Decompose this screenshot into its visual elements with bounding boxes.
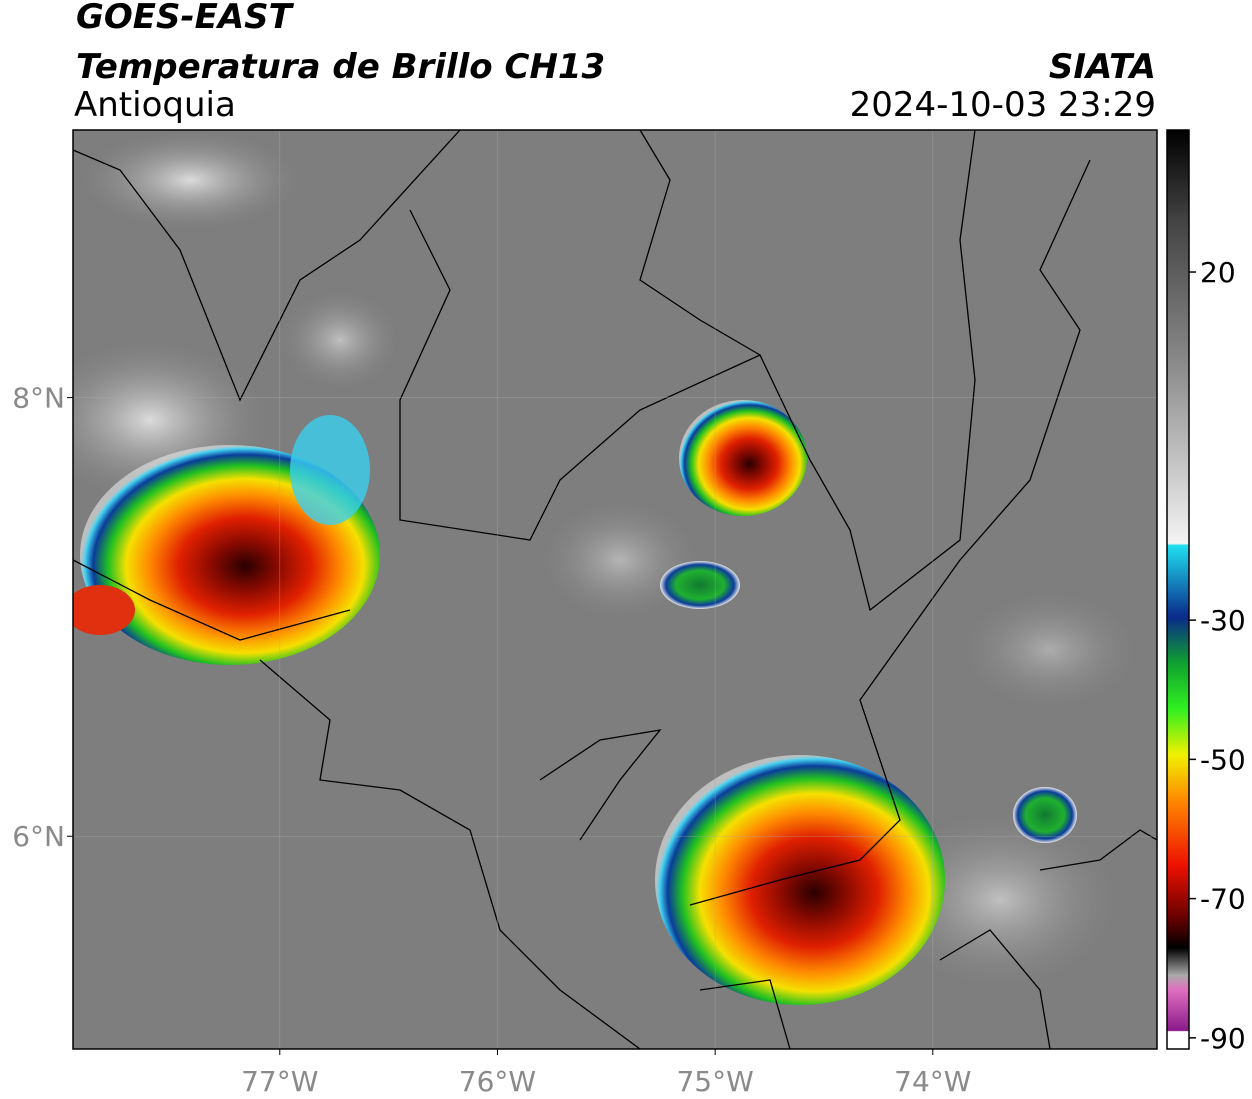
colorbar	[1166, 129, 1190, 1050]
colorbar-tick-label: 20	[1200, 256, 1236, 289]
y-tick-label: 8°N	[12, 382, 65, 415]
imagery	[73, 130, 1157, 1049]
region: Antioquia	[74, 85, 236, 125]
y-tick-label: 6°N	[12, 820, 65, 853]
colorbar-tick-label: -70	[1200, 883, 1246, 916]
x-tick-label: 74°W	[894, 1065, 971, 1098]
subtitle: Temperatura de Brillo CH13	[76, 47, 605, 87]
source: SIATA	[1049, 47, 1156, 87]
datetime: 2024-10-03 23:29	[850, 85, 1156, 125]
colorbar-tick-label: -90	[1200, 1022, 1246, 1055]
x-tick-label: 77°W	[241, 1065, 318, 1098]
colorbar-tick-label: -50	[1200, 743, 1246, 776]
map-frame	[72, 129, 1158, 1050]
x-tick-label: 76°W	[459, 1065, 536, 1098]
colorbar-tick-label: -30	[1200, 604, 1246, 637]
title: GOES-EAST	[76, 0, 295, 37]
x-tick-label: 75°W	[676, 1065, 753, 1098]
grid	[73, 130, 1157, 1049]
